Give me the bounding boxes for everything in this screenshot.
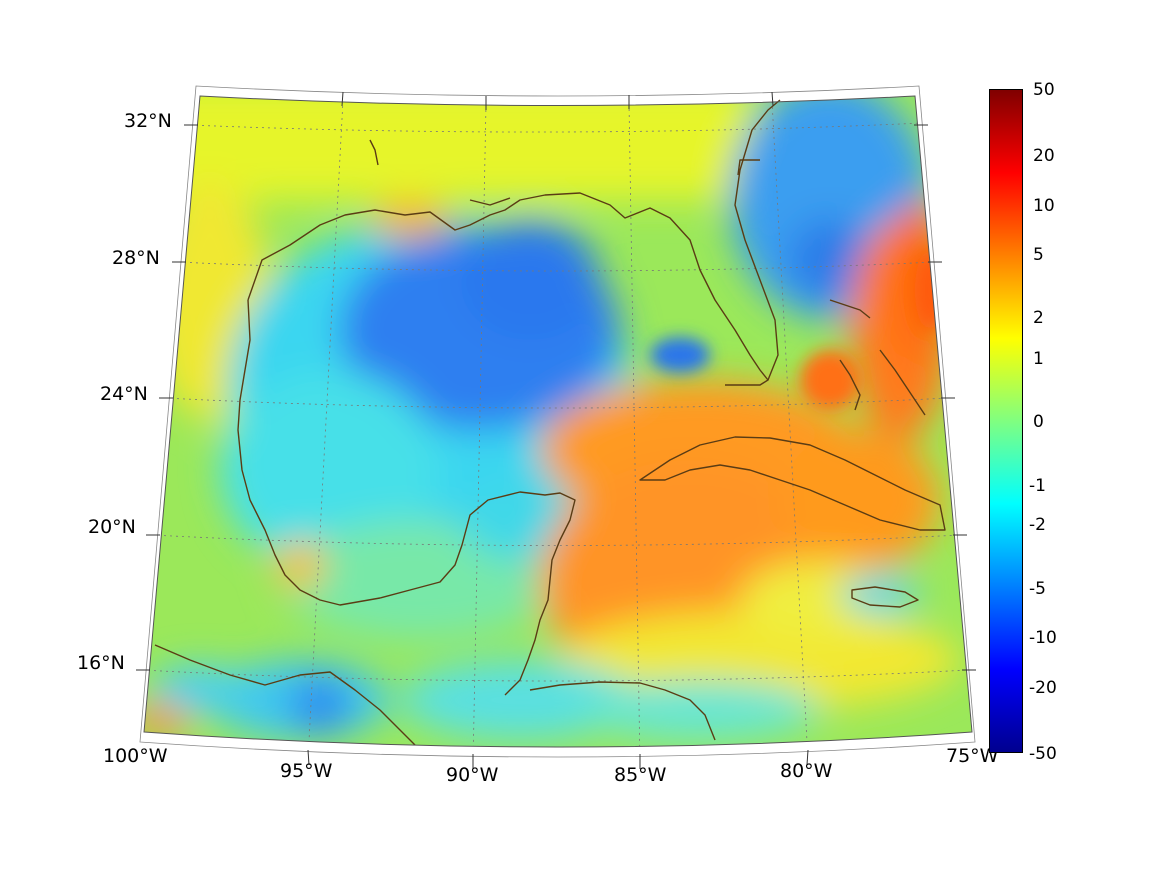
- lon-label-85w: 85°W: [614, 764, 667, 786]
- lat-label-32n: 32°N: [124, 110, 172, 132]
- lat-label-24n: 24°N: [100, 383, 148, 405]
- colorbar-tick-20: 20: [1033, 146, 1055, 166]
- colorbar-tick-5: 5: [1033, 245, 1044, 265]
- colorbar-tick-neg50: -50: [1029, 744, 1057, 764]
- lat-label-16n: 16°N: [77, 652, 125, 674]
- colorbar-tick-neg5: -5: [1029, 579, 1046, 599]
- colorbar-tick-1: 1: [1033, 349, 1044, 369]
- colorbar-tick-neg1: -1: [1029, 476, 1046, 496]
- lon-label-80w: 80°W: [780, 760, 833, 782]
- colorbar-tick-50: 50: [1033, 80, 1055, 100]
- colorbar-tick-neg10: -10: [1029, 628, 1057, 648]
- map-frame: [143, 95, 973, 748]
- lon-label-100w: 100°W: [103, 745, 168, 767]
- lon-label-95w: 95°W: [280, 760, 333, 782]
- colorbar: [989, 89, 1023, 753]
- field-layer: [144, 96, 972, 747]
- colorbar-tick-2: 2: [1033, 308, 1044, 328]
- lat-label-28n: 28°N: [112, 247, 160, 269]
- frame-ticks: [136, 91, 976, 769]
- graticule: [144, 99, 969, 747]
- colorbar-tick-10: 10: [1033, 196, 1055, 216]
- lon-label-75w: 75°W: [946, 745, 999, 767]
- colorbar-tick-0: 0: [1033, 412, 1044, 432]
- lat-label-20n: 20°N: [88, 516, 136, 538]
- colorbar-tick-neg2: -2: [1029, 515, 1046, 535]
- coastlines: [154, 99, 946, 746]
- colorbar-tick-neg20: -20: [1029, 678, 1057, 698]
- lon-label-90w: 90°W: [446, 764, 499, 786]
